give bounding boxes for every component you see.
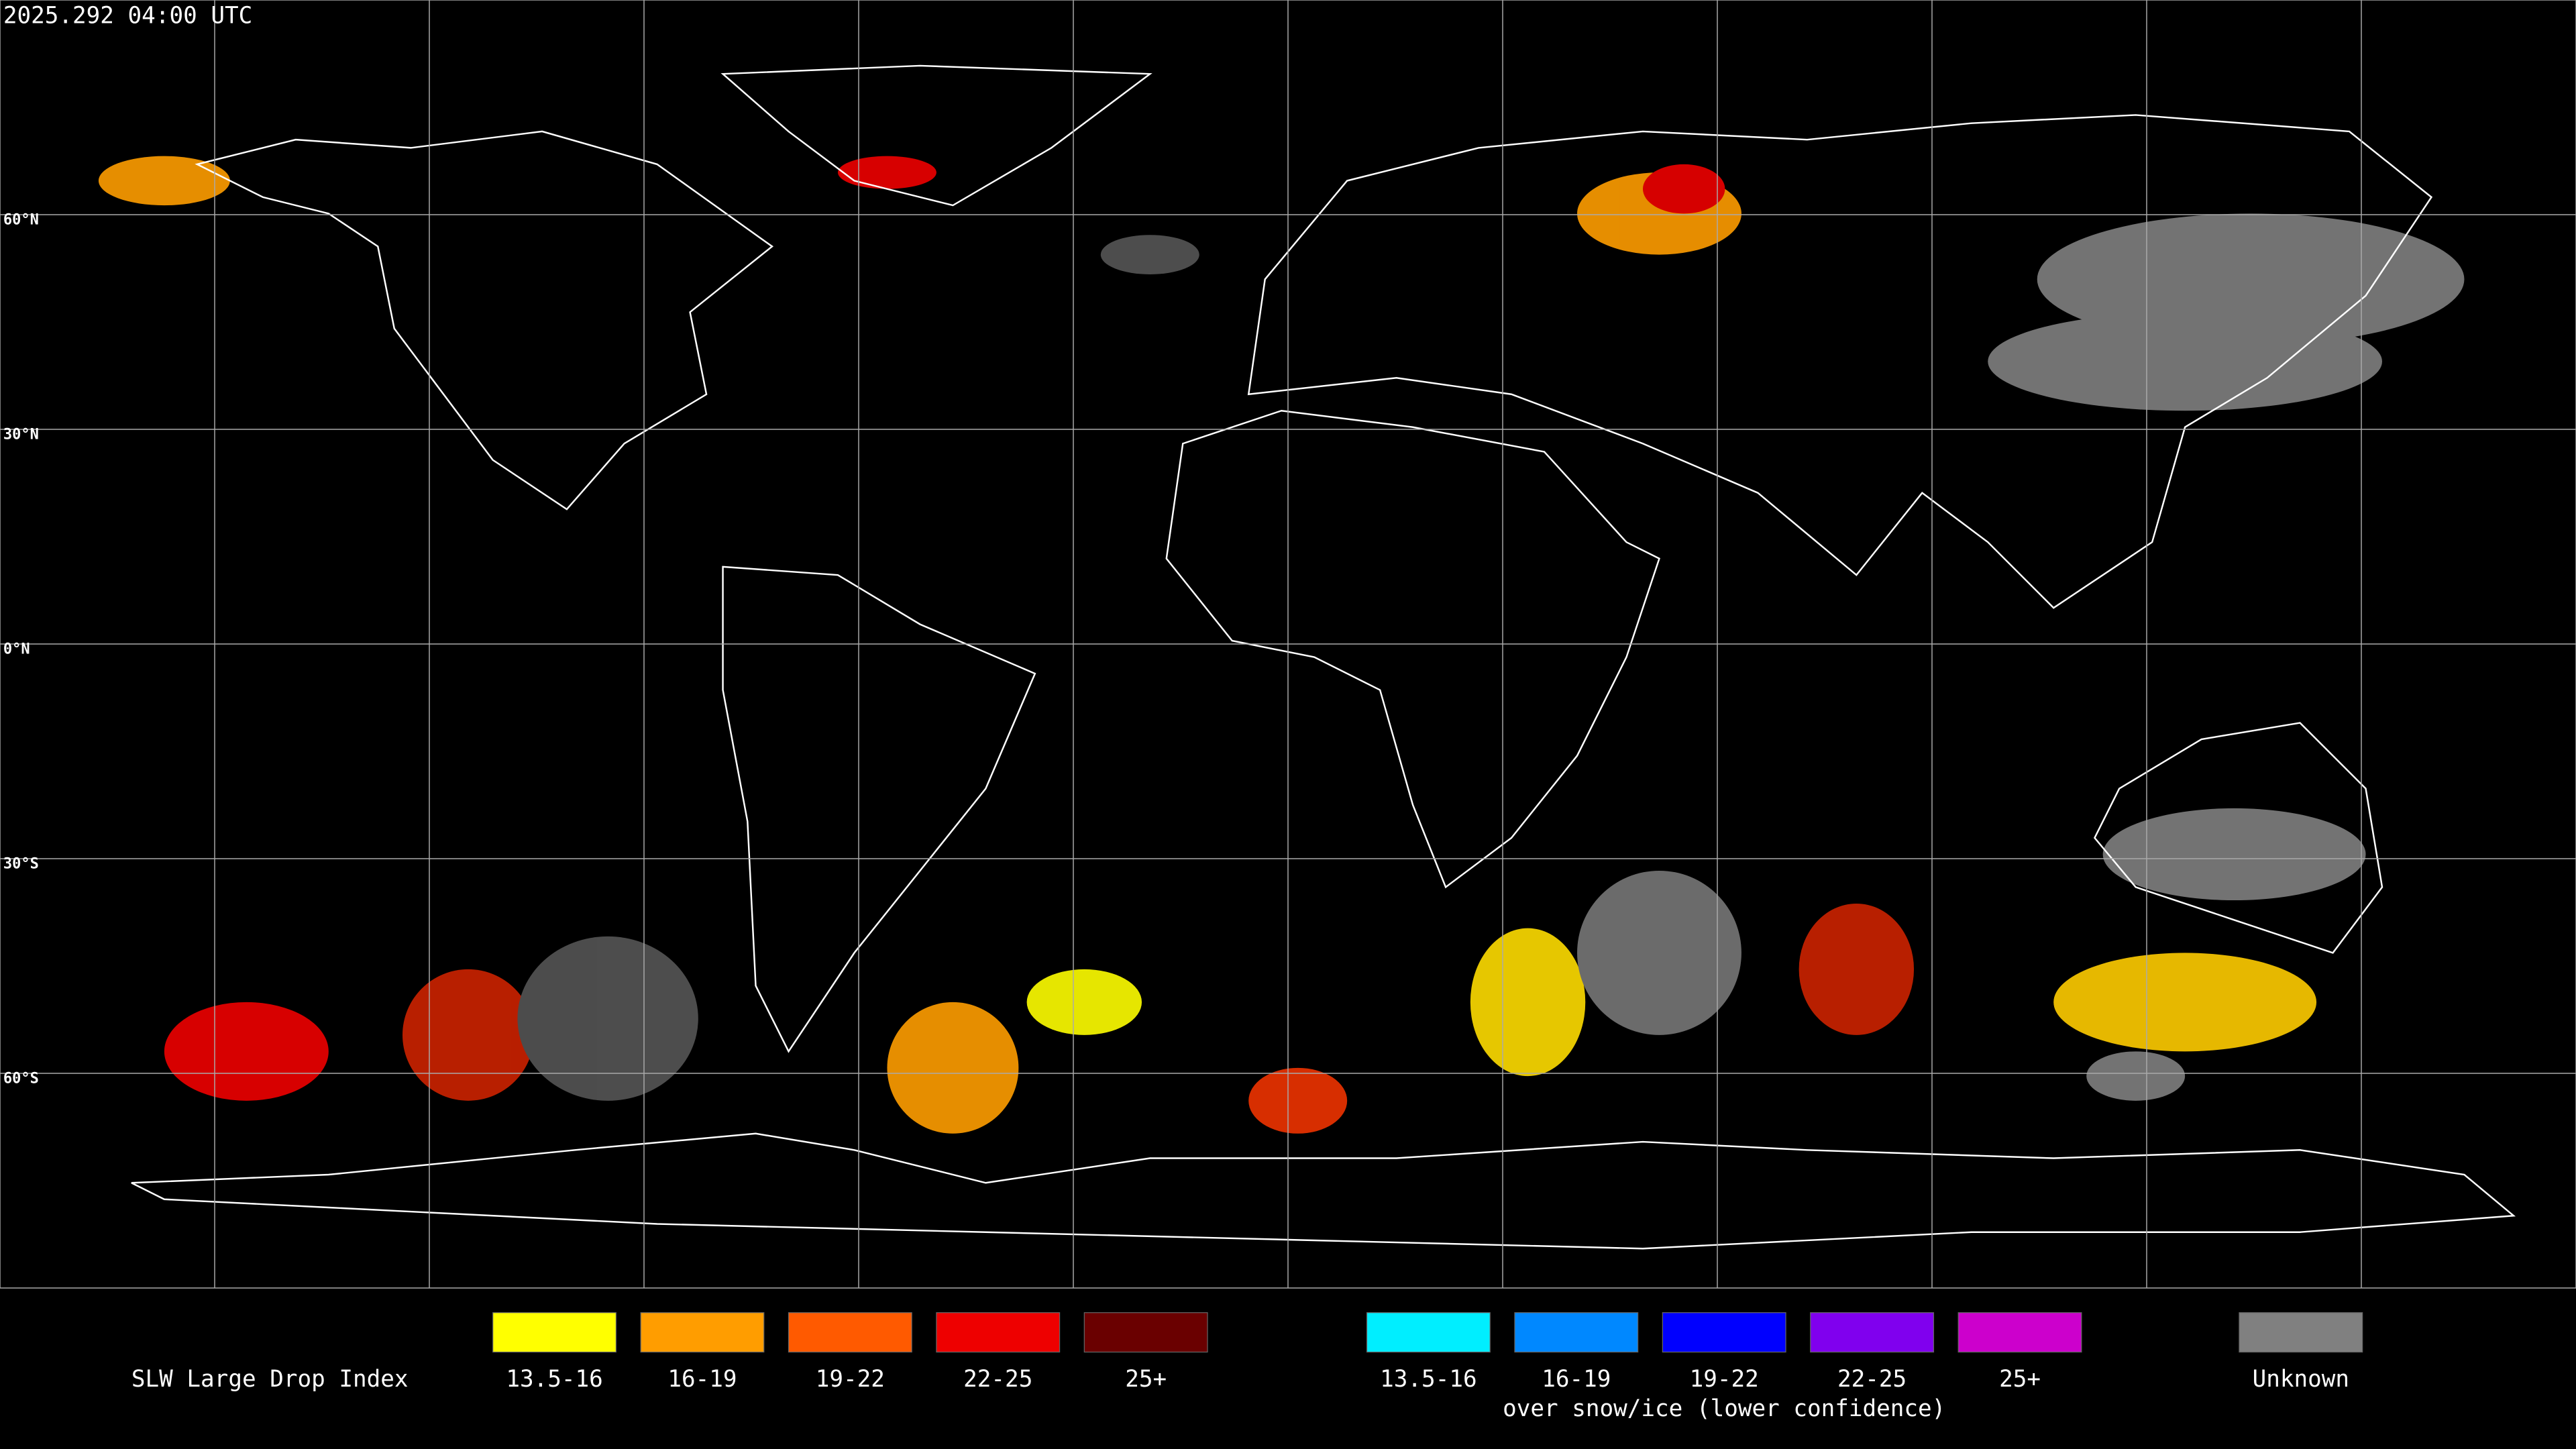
africa xyxy=(1165,409,1660,889)
north-america xyxy=(195,130,774,511)
legend: SLW Large Drop Index 13.5-16 16-19 19-22 22-… xyxy=(131,1312,2363,1422)
legend-swatch xyxy=(1366,1312,1491,1353)
patch xyxy=(1799,903,1915,1035)
timestamp: 2025.292 04:00 UTC xyxy=(3,2,252,29)
graticule: 60°N 30°N 0°N 30°S 60°S xyxy=(0,0,2576,1289)
legend-label: 13.5-16 xyxy=(1380,1366,1477,1393)
cloud-patches xyxy=(98,156,2465,1134)
legend-label: 16-19 xyxy=(667,1366,737,1393)
legend-swatch xyxy=(936,1312,1061,1353)
coastlines xyxy=(131,64,2516,1250)
legend-label: 25+ xyxy=(1125,1366,1167,1393)
legend-swatch xyxy=(1810,1312,1935,1353)
lat-label: 60°S xyxy=(3,1071,39,1087)
legend-swatch xyxy=(492,1312,616,1353)
legend-swatch xyxy=(640,1312,765,1353)
patch xyxy=(837,156,936,189)
eurasia xyxy=(1247,114,2433,609)
antarctica xyxy=(131,1132,2516,1250)
legend-swatch xyxy=(1083,1312,1208,1353)
legend-swatch xyxy=(1514,1312,1639,1353)
legend-label: 19-22 xyxy=(816,1366,885,1393)
patch xyxy=(1642,164,1725,214)
legend-title: SLW Large Drop Index xyxy=(131,1366,409,1393)
greenland xyxy=(720,64,1152,207)
legend-swatch xyxy=(1662,1312,1786,1353)
patch xyxy=(1026,969,1142,1035)
south-america xyxy=(722,566,1036,1053)
patch xyxy=(164,1002,329,1101)
legend-swatch xyxy=(1957,1312,2082,1353)
lat-label: 0°N xyxy=(3,641,30,658)
lat-label: 60°N xyxy=(3,212,39,229)
patch xyxy=(2102,808,2366,901)
patch xyxy=(2037,213,2465,345)
legend-label: 16-19 xyxy=(1542,1366,1611,1393)
legend-swatch xyxy=(788,1312,912,1353)
legend-label: Unknown xyxy=(2253,1366,2349,1393)
legend-label: 19-22 xyxy=(1690,1366,1759,1393)
legend-label: 25+ xyxy=(1999,1366,2041,1393)
lat-label: 30°S xyxy=(3,856,39,873)
patch xyxy=(517,936,698,1101)
patch xyxy=(402,969,534,1101)
patch xyxy=(2086,1051,2186,1101)
patch xyxy=(887,1002,1019,1134)
legend-caption: over snow/ice (lower confidence) xyxy=(1503,1395,1945,1422)
patch xyxy=(1100,235,1199,274)
australia xyxy=(2093,722,2383,954)
patch xyxy=(98,156,230,206)
patch xyxy=(1470,928,1586,1077)
legend-label: 22-25 xyxy=(963,1366,1032,1393)
patch xyxy=(2053,953,2317,1052)
legend-swatch xyxy=(2239,1312,2363,1353)
patch xyxy=(1988,312,2383,411)
patch xyxy=(1577,870,1741,1035)
legend-label: 22-25 xyxy=(1837,1366,1907,1393)
patch xyxy=(1248,1067,1348,1134)
legend-label: 13.5-16 xyxy=(506,1366,602,1393)
lat-label: 30°N xyxy=(3,427,39,443)
